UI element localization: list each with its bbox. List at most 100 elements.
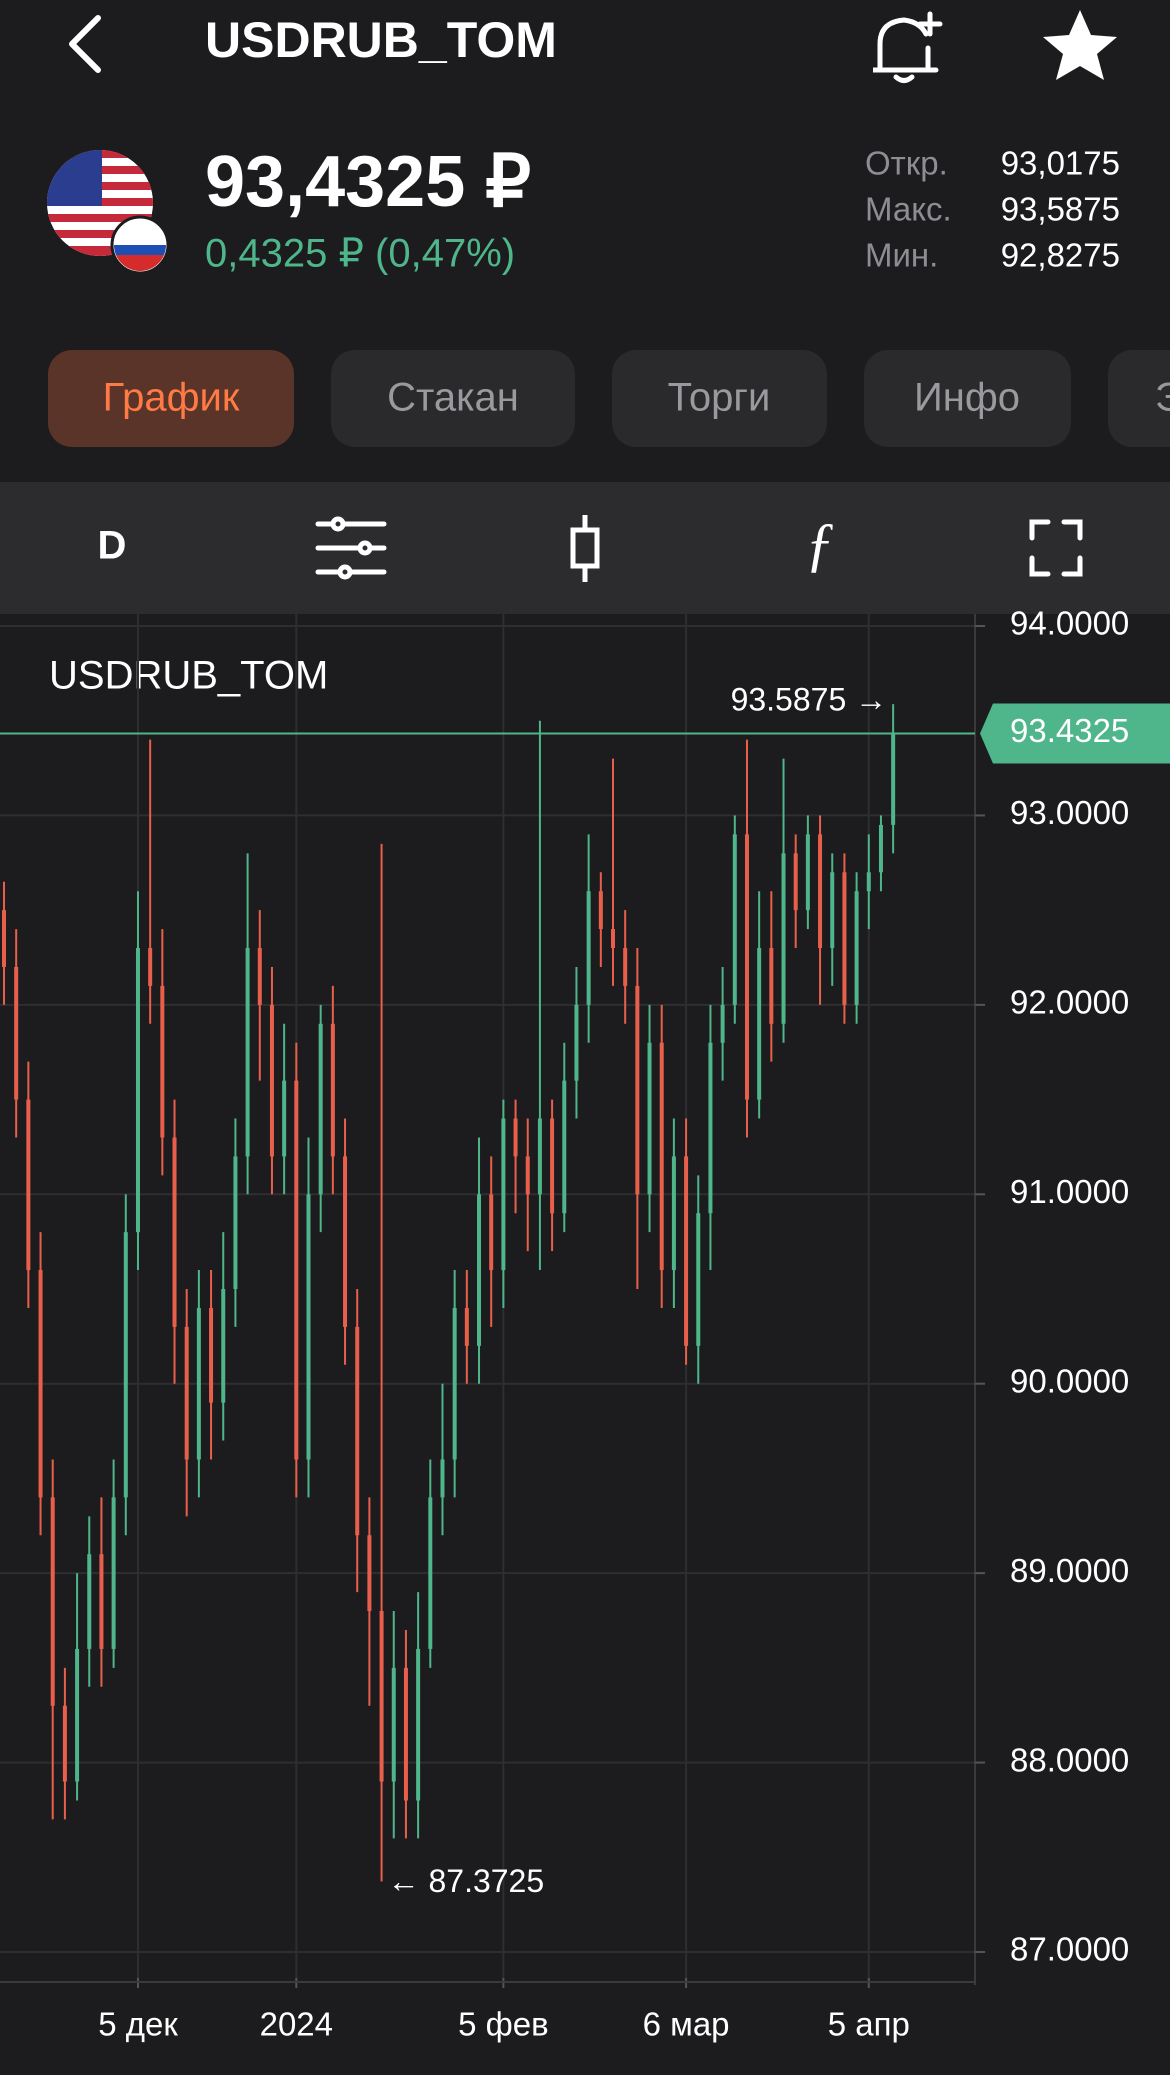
candle-body <box>891 733 896 825</box>
candle-body <box>525 1156 530 1195</box>
last-price-tag <box>980 703 1170 764</box>
y-tick-label: 88.0000 <box>1010 1741 1129 1778</box>
candle-body <box>793 853 798 911</box>
y-tick-label: 89.0000 <box>1010 1552 1129 1589</box>
stat-label: Мин. <box>865 237 938 274</box>
chart-type-button[interactable] <box>570 515 600 582</box>
candle-body <box>355 1326 360 1536</box>
candle-body <box>416 1648 421 1801</box>
candle-body <box>452 1307 457 1460</box>
candle-body <box>245 948 250 1157</box>
low-annotation: ← 87.3725 <box>388 1863 545 1899</box>
candle-body <box>757 948 762 1100</box>
candle-body <box>696 1213 701 1346</box>
last-price-label: 93.4325 <box>1010 712 1129 749</box>
candle-body <box>330 1023 335 1157</box>
x-tick-label: 5 дек <box>98 2006 178 2043</box>
y-tick-label: 94.0000 <box>1010 605 1129 642</box>
candle-body <box>14 966 19 1100</box>
candle-body <box>257 948 262 1005</box>
candle-body <box>99 1554 104 1649</box>
y-tick-label: 93.0000 <box>1010 794 1129 831</box>
candle-body <box>294 1080 299 1460</box>
candle-body <box>830 872 835 949</box>
candle-body <box>464 1307 469 1346</box>
x-tick-label: 2024 <box>260 2006 333 2043</box>
candle-body <box>367 1535 372 1612</box>
candle-body <box>671 1156 676 1271</box>
stat-value: 92,8275 <box>1001 237 1120 274</box>
candle-body <box>62 1705 67 1782</box>
settings-button[interactable] <box>315 516 387 580</box>
tab-label: Стакан <box>387 376 519 420</box>
x-tick-label: 5 фев <box>458 2006 549 2043</box>
candle-body <box>391 1667 396 1782</box>
candle-body <box>550 1118 555 1214</box>
candle-body <box>562 1080 567 1214</box>
tab-orderbook[interactable] <box>331 350 575 447</box>
candle-body <box>209 1307 214 1403</box>
period-button[interactable]: D <box>98 524 127 568</box>
candle-body <box>2 910 6 967</box>
candle-body <box>854 891 859 1005</box>
candle-body <box>744 834 749 1100</box>
favorite-button[interactable] <box>1043 10 1117 80</box>
candle-body <box>269 1004 274 1157</box>
tab-more[interactable] <box>1108 350 1170 447</box>
candle-body <box>842 872 847 1005</box>
candle-body <box>135 948 140 1233</box>
candle-body <box>87 1554 92 1649</box>
candle-body <box>635 985 640 1195</box>
x-tick-label: 5 апр <box>828 2006 910 2043</box>
price-change: 0,4325 ₽ (0,47%) <box>205 232 515 276</box>
candle-body <box>574 1004 579 1081</box>
candle-body <box>647 1042 652 1195</box>
fullscreen-button[interactable] <box>1029 519 1083 577</box>
y-tick-label: 87.0000 <box>1010 1931 1129 1968</box>
y-tick-label: 90.0000 <box>1010 1362 1129 1399</box>
candle-body <box>123 1232 128 1498</box>
candle-body <box>878 824 883 873</box>
header-title: USDRUB_TOM <box>205 12 557 68</box>
candle-body <box>586 891 591 1005</box>
stat-value: 93,5875 <box>1001 191 1120 228</box>
stat-value: 93,0175 <box>1001 145 1120 182</box>
candle-body <box>708 1042 713 1214</box>
tab-chart[interactable] <box>48 350 294 447</box>
x-tick-label: 6 мар <box>643 2006 730 2043</box>
candle-body <box>513 1118 518 1157</box>
candle-body <box>50 1497 55 1706</box>
price: 93,4325 ₽ <box>205 142 531 222</box>
candle-body <box>781 853 786 1024</box>
candle-body <box>233 1156 238 1289</box>
candle-body <box>403 1667 408 1801</box>
candle-body <box>196 1307 201 1460</box>
alert-button[interactable] <box>873 11 943 83</box>
candle-body <box>818 834 823 949</box>
stat-label: Макс. <box>865 191 952 228</box>
candle-body <box>184 1326 189 1460</box>
indicators-button[interactable]: ƒ <box>805 511 835 577</box>
candle-body <box>379 1611 384 1782</box>
y-tick-label: 91.0000 <box>1010 1173 1129 1210</box>
candle-body <box>537 1118 542 1195</box>
candle-body <box>428 1497 433 1649</box>
candle-body <box>720 1004 725 1043</box>
candle-body <box>805 834 810 911</box>
candle-body <box>659 1042 664 1271</box>
candle-body <box>501 1118 506 1271</box>
high-annotation: 93.5875 → <box>731 682 888 718</box>
tab-trades[interactable] <box>612 350 827 447</box>
candle-body <box>111 1497 116 1649</box>
tab-label: Инфо <box>914 376 1020 420</box>
stat-label: Откр. <box>865 145 948 182</box>
candle-body <box>440 1459 445 1498</box>
candle-body <box>684 1156 689 1346</box>
y-tick-label: 92.0000 <box>1010 984 1129 1021</box>
candle-body <box>38 1270 43 1498</box>
back-button[interactable] <box>69 15 101 73</box>
tab-info[interactable] <box>864 350 1071 447</box>
